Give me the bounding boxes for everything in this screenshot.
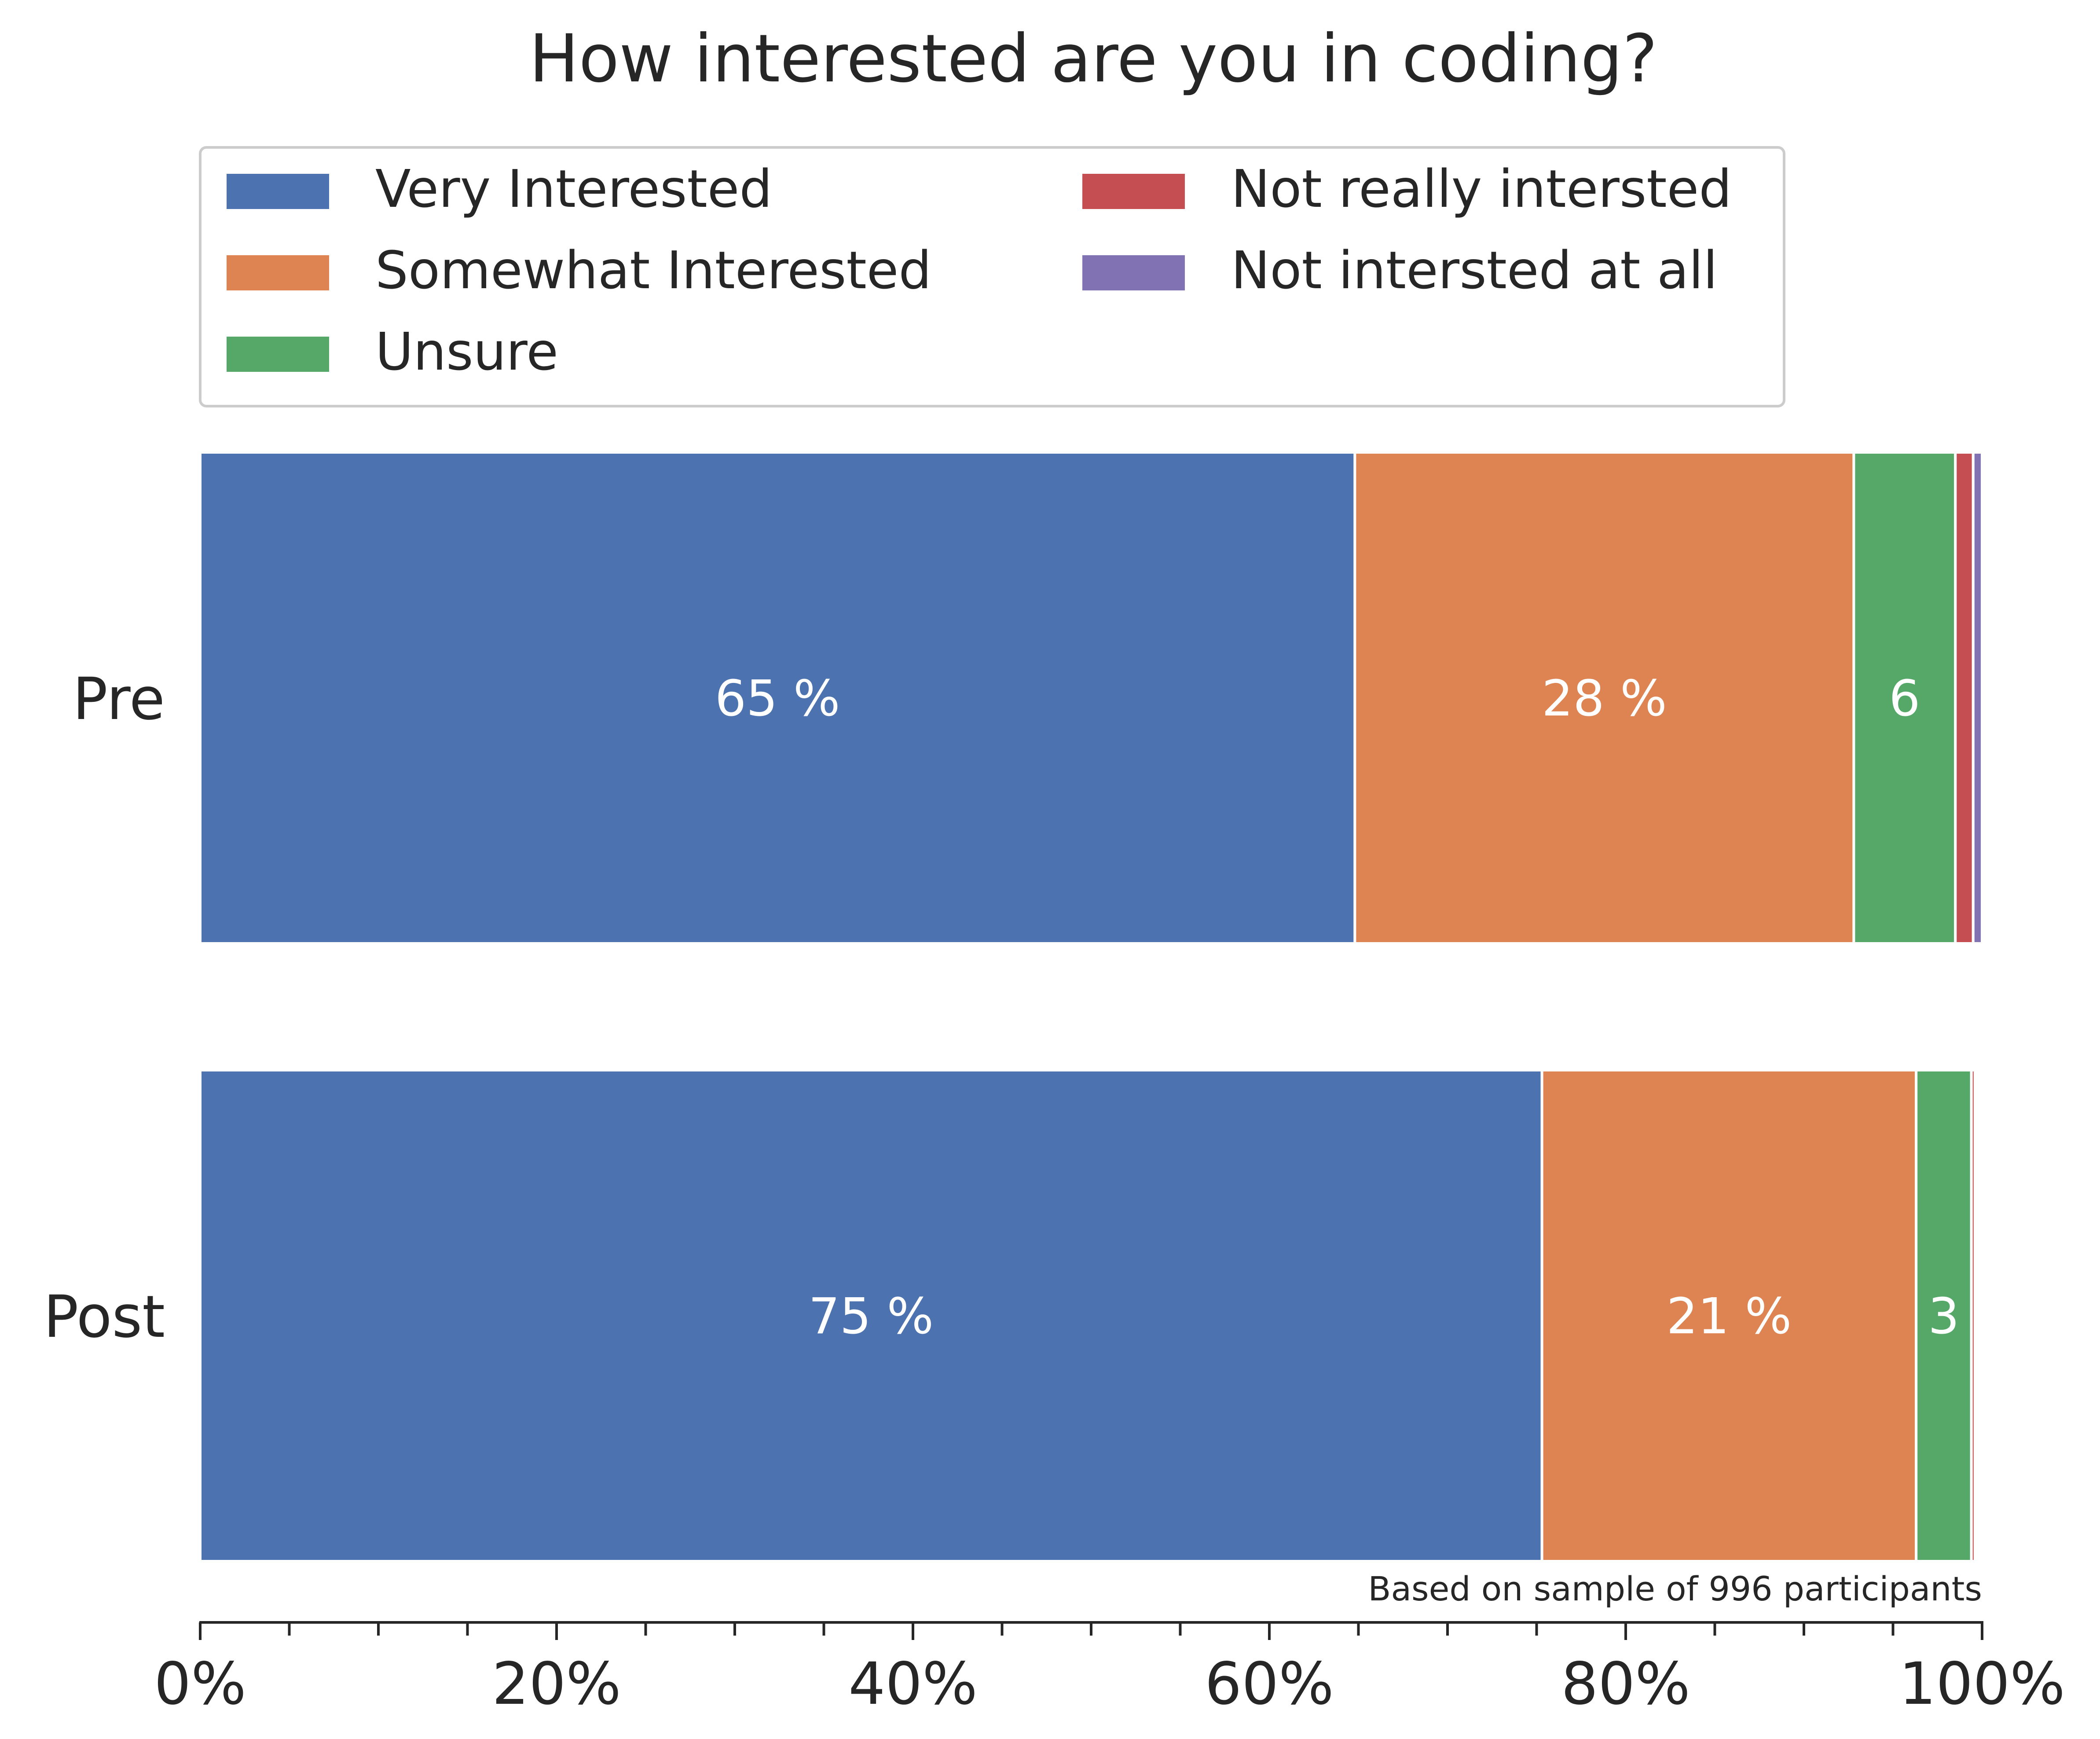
bar-labels: 65 % 28 % 6 75 % 21 % 3 (715, 670, 1960, 1345)
x-tick-label: 40% (848, 1650, 977, 1718)
legend-swatch-2 (227, 337, 329, 372)
x-tick-label: 20% (492, 1650, 621, 1718)
category-labels: Pre Post (44, 665, 165, 1351)
x-tick-label: 0% (154, 1650, 246, 1718)
legend-swatch-1 (227, 255, 329, 290)
bar-post-0 (199, 1069, 1543, 1563)
x-tick-label: 60% (1205, 1650, 1334, 1718)
legend: Very Interested Somewhat Interested Unsure… (199, 146, 1785, 407)
category-label-pre: Pre (73, 665, 165, 733)
data-label-pre-2: 6 (1889, 670, 1920, 727)
legend-label-0: Very Interested (375, 158, 772, 219)
legend-frame (199, 146, 1785, 407)
legend-label-2: Unsure (375, 321, 558, 382)
data-label-post-1: 21 % (1667, 1288, 1792, 1345)
chart-title: How interested are you in coding? (529, 21, 1658, 97)
bar-pre-1 (1353, 451, 1855, 945)
bars (199, 451, 1983, 1563)
bar-pre-4 (1972, 451, 1983, 945)
legend-label-1: Somewhat Interested (375, 240, 931, 301)
bar-pre-0 (199, 451, 1356, 945)
bar-pre-2 (1852, 451, 1957, 945)
data-label-pre-1: 28 % (1542, 670, 1667, 727)
data-label-post-0: 75 % (809, 1288, 934, 1345)
sample-note: Based on sample of 996 participants (1368, 1569, 1982, 1608)
legend-label-3: Not really intersted (1231, 158, 1732, 219)
bar-post-1 (1540, 1069, 1918, 1563)
bar-post-3 (1970, 1069, 1976, 1563)
x-tick-label: 100% (1899, 1650, 2065, 1718)
legend-swatch-3 (1082, 174, 1185, 209)
bar-post-2 (1915, 1069, 1973, 1563)
data-label-post-2: 3 (1928, 1288, 1959, 1345)
x-axis: 0% 20% 40% 60% 80% 100% (154, 1621, 2065, 1718)
x-tick-label: 80% (1561, 1650, 1690, 1718)
legend-swatch-0 (227, 174, 329, 209)
bar-pre-3 (1954, 451, 1975, 945)
legend-swatch-4 (1082, 255, 1185, 290)
category-label-post: Post (44, 1283, 165, 1351)
data-label-pre-0: 65 % (715, 670, 840, 727)
legend-label-4: Not intersted at all (1231, 240, 1718, 301)
